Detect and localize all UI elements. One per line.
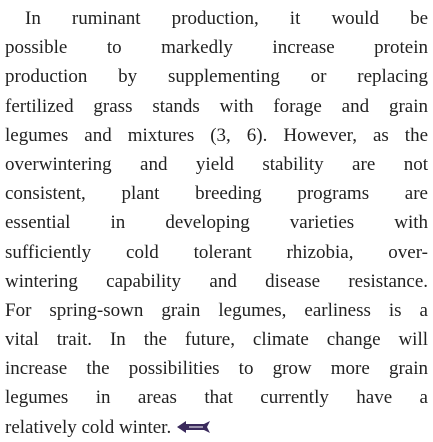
- text-line: production by supplementing or replacing: [5, 62, 428, 91]
- back-arrow-icon[interactable]: [177, 420, 211, 434]
- text: possible to markedly increase protein: [5, 37, 428, 59]
- text-line: legumes in areas that currently have a: [5, 383, 428, 412]
- text: essential in developing varieties with: [5, 212, 428, 234]
- text-line: vital trait. In the future, climate chan…: [5, 325, 428, 354]
- text: vital trait. In the future, climate chan…: [5, 329, 428, 351]
- text-line: essential in developing varieties with: [5, 208, 428, 237]
- text: increase the possibilities to grow more …: [5, 358, 428, 380]
- text-line: wintering capability and disease resista…: [5, 267, 428, 296]
- text-line: overwintering and yield stability are no…: [5, 150, 428, 179]
- text-line: legumes and mixtures (3, 6). However, as…: [5, 121, 428, 150]
- text-line: For spring-sown grain legumes, earliness…: [5, 296, 428, 325]
- text: wintering capability and disease resista…: [5, 270, 428, 292]
- text: fertilized grass stands with forage and …: [5, 95, 428, 117]
- text: overwintering and yield stability are no…: [5, 153, 428, 175]
- text: In ruminant production, it would be: [25, 8, 428, 29]
- text: legumes in areas that currently have a: [5, 387, 428, 409]
- text: consistent, plant breeding programs are: [5, 183, 428, 205]
- text: relatively cold winter.: [5, 416, 172, 438]
- text-line: In ruminant production, it would be: [5, 4, 428, 33]
- text: For spring-sown grain legumes, earliness…: [5, 299, 428, 321]
- text-line: possible to markedly increase protein: [5, 33, 428, 62]
- text: legumes and mixtures (3, 6). However, as…: [5, 124, 428, 146]
- text: production by supplementing or replacing: [5, 66, 428, 88]
- text-line: consistent, plant breeding programs are: [5, 179, 428, 208]
- text: sufficiently cold tolerant rhizobia, ove…: [5, 241, 428, 263]
- text-line: fertilized grass stands with forage and …: [5, 92, 428, 121]
- text-line: increase the possibilities to grow more …: [5, 354, 428, 383]
- text-line: sufficiently cold tolerant rhizobia, ove…: [5, 238, 428, 267]
- text-line: relatively cold winter.: [5, 413, 428, 442]
